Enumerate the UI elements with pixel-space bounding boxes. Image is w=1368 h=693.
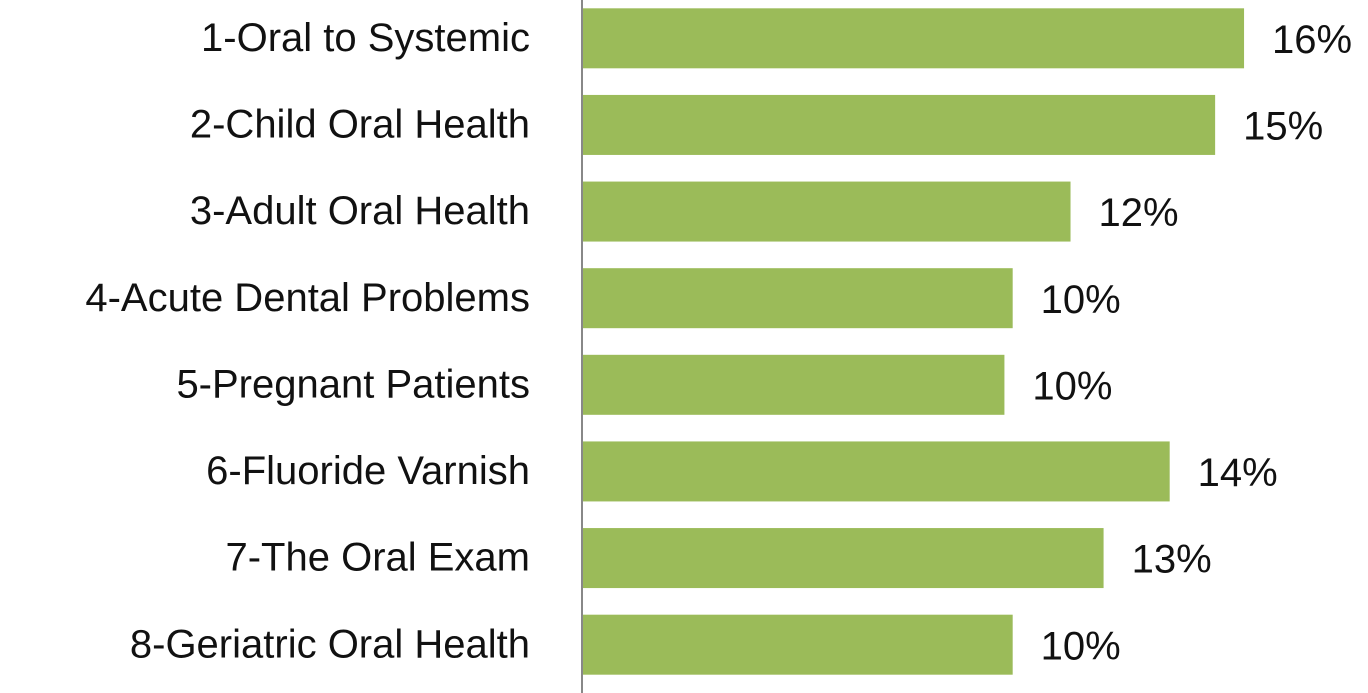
value-label: 15% (1243, 105, 1323, 149)
category-label: 7-The Oral Exam (225, 536, 530, 580)
bar (583, 528, 1104, 589)
category-label: 2-Child Oral Health (190, 103, 530, 147)
bar (583, 8, 1245, 69)
value-label: 10% (1041, 624, 1121, 668)
bar (583, 614, 1013, 675)
bar (583, 268, 1013, 329)
category-label: 6-Fluoride Varnish (206, 449, 530, 493)
bar (583, 354, 1005, 415)
value-label: 10% (1041, 278, 1121, 322)
value-label: 12% (1099, 191, 1179, 235)
bar (583, 441, 1170, 502)
value-label: 14% (1198, 451, 1278, 495)
value-label: 10% (1032, 364, 1112, 408)
category-label: 3-Adult Oral Health (190, 189, 530, 233)
bar (583, 181, 1071, 242)
category-label: 1-Oral to Systemic (201, 16, 530, 60)
bar (583, 94, 1216, 155)
value-label: 16% (1272, 18, 1352, 62)
category-label: 8-Geriatric Oral Health (130, 622, 530, 666)
value-label: 13% (1132, 538, 1212, 582)
category-label: 5-Pregnant Patients (176, 362, 530, 406)
category-label: 4-Acute Dental Problems (85, 276, 530, 320)
